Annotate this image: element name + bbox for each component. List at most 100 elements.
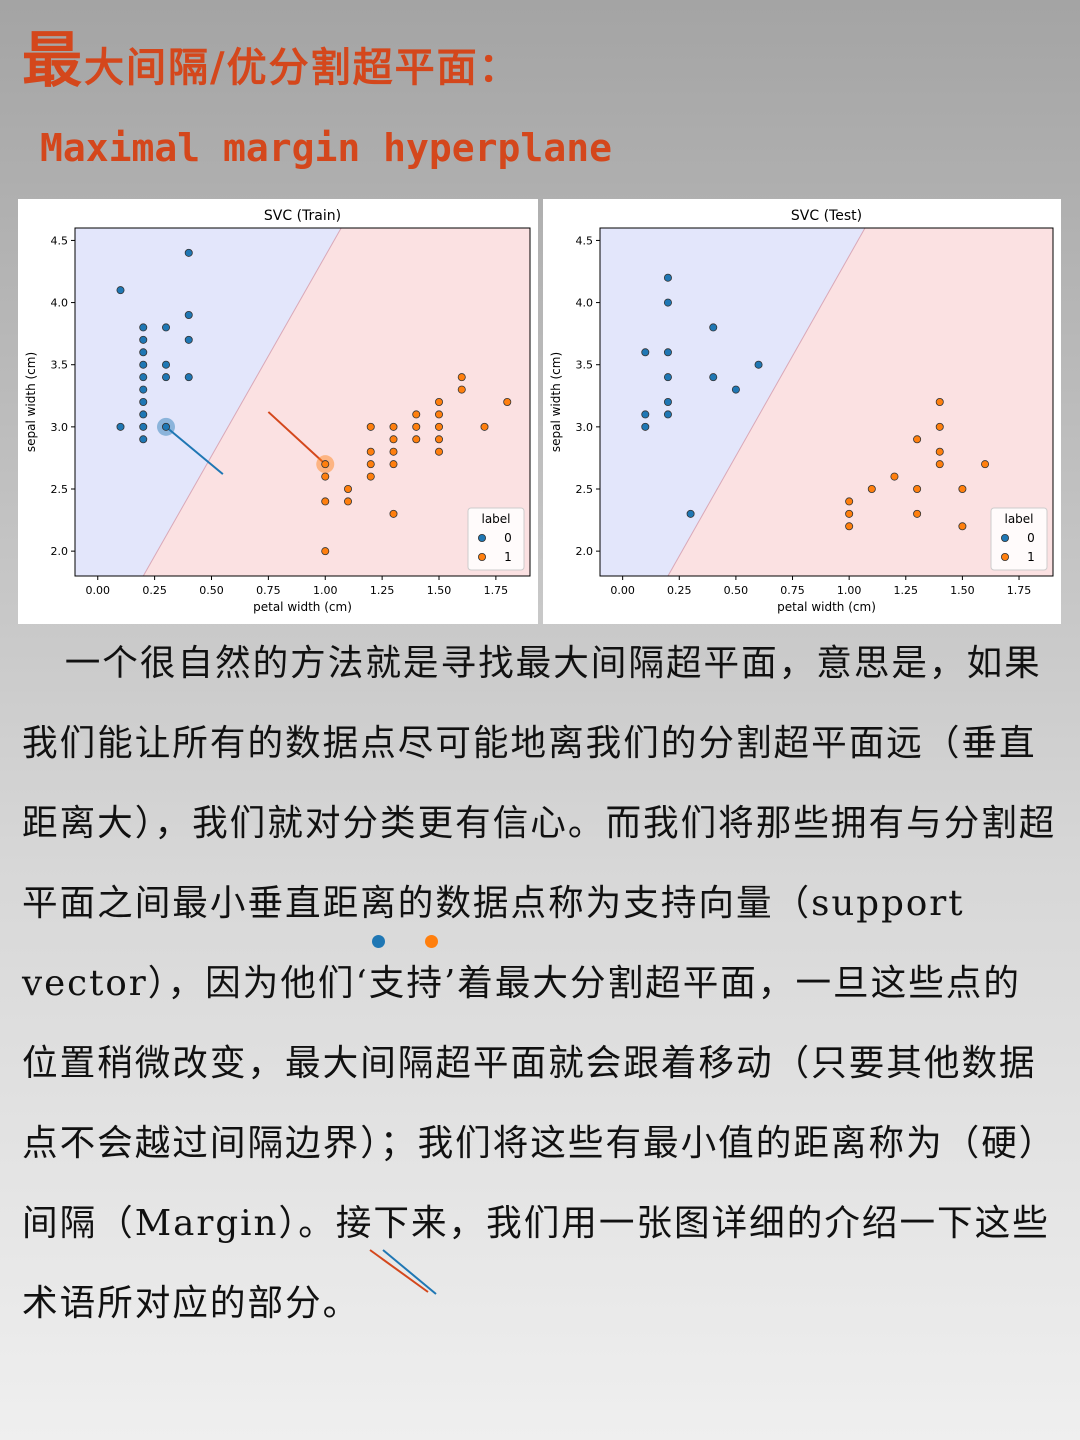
legend-marker-1 xyxy=(477,552,486,561)
x-tick-label: 0.00 xyxy=(86,584,111,597)
data-point-class-1 xyxy=(321,472,330,481)
y-tick-label: 3.5 xyxy=(576,359,594,372)
data-point-class-0 xyxy=(663,348,672,357)
data-point-class-0 xyxy=(139,410,148,419)
data-point-class-0 xyxy=(663,373,672,382)
x-tick-label: 0.25 xyxy=(142,584,167,597)
chart-title: SVC (Train) xyxy=(264,208,341,224)
data-point-class-1 xyxy=(434,435,443,444)
legend-label-0: 0 xyxy=(504,531,512,545)
legend-label-1: 1 xyxy=(1027,550,1035,564)
x-tick-label: 0.50 xyxy=(199,584,224,597)
decision-region-1 xyxy=(143,228,530,576)
legend-title: label xyxy=(481,512,510,526)
data-point-class-0 xyxy=(641,410,650,419)
x-tick-label: 0.75 xyxy=(256,584,281,597)
data-point-class-1 xyxy=(321,547,330,556)
data-point-class-0 xyxy=(161,323,170,332)
data-point-class-1 xyxy=(343,484,352,493)
data-point-class-0 xyxy=(139,360,148,369)
legend: label 0 1 xyxy=(467,507,525,571)
y-tick-label: 2.5 xyxy=(51,483,69,496)
data-point-class-1 xyxy=(958,522,967,531)
data-point-class-1 xyxy=(845,522,854,531)
legend-label-1: 1 xyxy=(504,550,512,564)
axes-frame xyxy=(74,227,531,577)
data-point-class-1 xyxy=(935,460,944,469)
axes-frame xyxy=(599,227,1054,577)
x-axis-label: petal width (cm) xyxy=(777,600,876,614)
data-point-class-0 xyxy=(663,410,672,419)
support-vector-dot-orange xyxy=(425,935,438,948)
data-point-class-0 xyxy=(731,385,740,394)
data-point-class-1 xyxy=(366,460,375,469)
data-point-class-1 xyxy=(935,422,944,431)
data-point-class-0 xyxy=(709,373,718,382)
decision-region-0 xyxy=(600,228,866,576)
x-tick-label: 0.00 xyxy=(610,584,635,597)
data-point-class-0 xyxy=(709,323,718,332)
support-vector-line xyxy=(267,411,326,465)
data-point-class-1 xyxy=(366,472,375,481)
data-point-class-0 xyxy=(139,385,148,394)
y-tick-label: 3.0 xyxy=(576,421,594,434)
data-point-class-1 xyxy=(935,447,944,456)
data-point-class-1 xyxy=(981,460,990,469)
legend-marker-1 xyxy=(1000,552,1009,561)
title-big-char: 最 xyxy=(22,26,84,96)
chart-panel-train: SVC (Train) 0.00 0.25 0.50 0.75 1.00 1.25 1.50 1… xyxy=(18,199,538,624)
data-point-class-0 xyxy=(184,248,193,257)
train-chart: SVC (Train) 0.00 0.25 0.50 0.75 1.00 1.25 1.50 1… xyxy=(24,208,531,614)
data-point-class-0 xyxy=(754,360,763,369)
data-point-class-0 xyxy=(663,273,672,282)
data-point-class-1 xyxy=(457,385,466,394)
data-point-class-1 xyxy=(457,373,466,382)
y-tick-label: 3.5 xyxy=(51,359,69,372)
legend: label 0 1 xyxy=(990,507,1048,571)
legend-label-0: 0 xyxy=(1027,531,1035,545)
data-point-class-1 xyxy=(890,472,899,481)
data-point-class-1 xyxy=(913,509,922,518)
data-point-class-1 xyxy=(913,484,922,493)
x-tick-label: 1.75 xyxy=(1007,584,1032,597)
decision-boundary xyxy=(667,227,866,577)
title-rest: 大间隔/优分割超平面： xyxy=(84,44,521,91)
chart-title: SVC (Test) xyxy=(791,208,862,224)
legend-marker-0 xyxy=(477,533,486,542)
data-point-class-1 xyxy=(434,447,443,456)
body-paragraph: 一个很自然的方法就是寻找最大间隔超平面，意思是，如果我们能让所有的数据点尽可能地… xyxy=(22,643,1057,1324)
x-tick-label: 1.00 xyxy=(837,584,862,597)
x-axis-label: petal width (cm) xyxy=(253,600,352,614)
x-tick-label: 1.50 xyxy=(950,584,975,597)
data-point-class-1 xyxy=(867,484,876,493)
data-point-class-1 xyxy=(389,447,398,456)
data-point-class-0 xyxy=(184,335,193,344)
data-point-class-0 xyxy=(139,373,148,382)
support-vector-line xyxy=(165,426,224,475)
data-point-class-1 xyxy=(412,422,421,431)
legend-marker-0 xyxy=(1000,533,1009,542)
data-point-class-0 xyxy=(161,422,170,431)
y-tick-label: 4.0 xyxy=(51,297,69,310)
data-point-class-1 xyxy=(480,422,489,431)
data-point-class-1 xyxy=(389,435,398,444)
data-point-class-0 xyxy=(139,348,148,357)
data-point-class-1 xyxy=(434,397,443,406)
data-point-class-1 xyxy=(321,460,330,469)
data-point-class-1 xyxy=(913,435,922,444)
y-tick-label: 4.5 xyxy=(51,234,69,247)
data-point-class-1 xyxy=(434,410,443,419)
page-subtitle: Maximal margin hyperplane xyxy=(40,126,612,170)
data-point-class-0 xyxy=(139,323,148,332)
data-point-class-1 xyxy=(412,410,421,419)
data-point-class-0 xyxy=(139,422,148,431)
y-tick-label: 2.0 xyxy=(51,545,69,558)
data-point-class-0 xyxy=(663,397,672,406)
data-point-class-0 xyxy=(663,298,672,307)
y-tick-label: 2.5 xyxy=(576,483,594,496)
data-point-class-1 xyxy=(958,484,967,493)
data-point-class-1 xyxy=(321,497,330,506)
data-point-class-0 xyxy=(139,335,148,344)
data-point-class-1 xyxy=(366,447,375,456)
decision-boundary xyxy=(142,227,342,577)
